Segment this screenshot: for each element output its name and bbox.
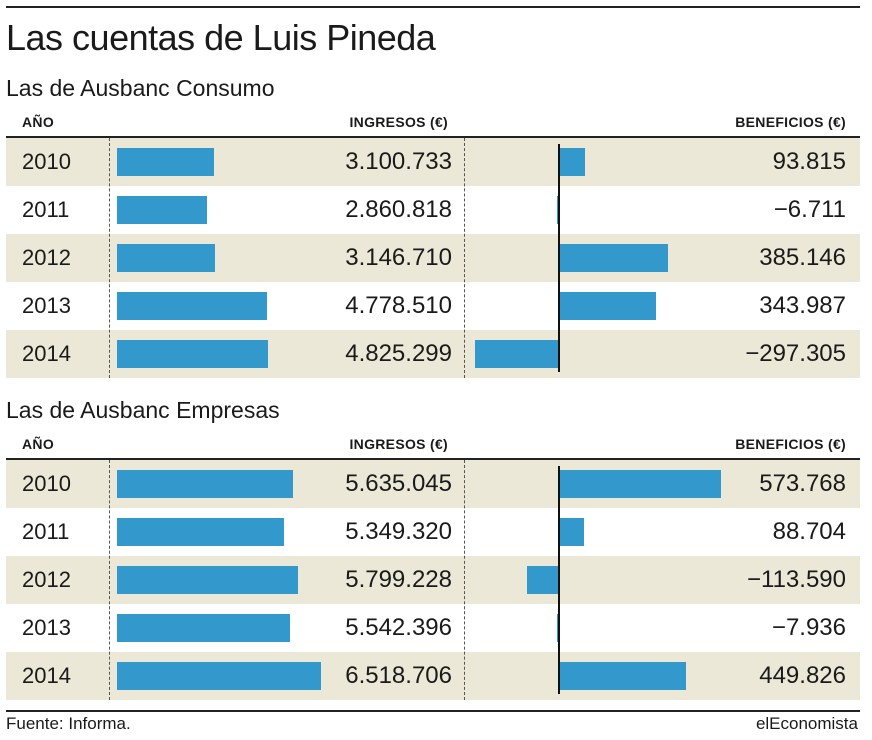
ingresos-value: 5.799.228	[345, 566, 452, 593]
header-rule	[6, 136, 860, 138]
beneficios-bar	[527, 566, 559, 594]
ingresos-bar	[117, 518, 284, 546]
column-header-year: AÑO	[22, 436, 55, 452]
ingresos-bar	[117, 148, 214, 176]
ingresos-bar	[117, 566, 298, 594]
year-label: 2011	[22, 519, 70, 544]
source-note: Fuente: Informa.	[6, 714, 131, 733]
column-divider	[464, 138, 465, 378]
ingresos-bar	[117, 244, 215, 272]
ingresos-value: 4.825.299	[345, 340, 452, 367]
year-label: 2013	[22, 615, 71, 640]
year-label: 2013	[22, 293, 71, 318]
ingresos-bar	[117, 614, 290, 642]
table-row: 2011 2.860.818 −6.711	[6, 186, 860, 234]
section-title: Las de Ausbanc Consumo	[6, 75, 275, 101]
column-header-ingresos: INGRESOS (€)	[349, 114, 448, 130]
year-label: 2014	[22, 341, 71, 366]
beneficios-value: 449.826	[759, 662, 846, 689]
year-divider	[109, 460, 110, 700]
beneficios-zero-axis	[558, 466, 560, 694]
ingresos-value: 5.349.320	[345, 518, 452, 545]
table-row: 2010 3.100.733 93.815	[6, 138, 860, 186]
column-divider	[464, 460, 465, 700]
year-divider	[109, 138, 110, 378]
beneficios-value: −297.305	[745, 340, 846, 367]
beneficios-value: 88.704	[772, 518, 846, 545]
year-label: 2011	[22, 197, 70, 222]
table-row: 2011 5.349.320 88.704	[6, 508, 860, 556]
header-rule	[6, 458, 860, 460]
beneficios-value: −113.590	[747, 566, 846, 593]
beneficios-value: 343.987	[759, 292, 846, 319]
table-row: 2010 5.635.045 573.768	[6, 460, 860, 508]
ingresos-value: 5.635.045	[345, 470, 452, 497]
beneficios-bar	[559, 518, 584, 546]
table-section: Las de Ausbanc Consumo AÑO INGRESOS (€) BEN…	[0, 72, 872, 392]
ingresos-value: 3.100.733	[345, 148, 452, 175]
ingresos-bar	[117, 340, 268, 368]
year-label: 2012	[22, 245, 71, 270]
beneficios-value: 573.768	[759, 470, 846, 497]
year-label: 2010	[22, 149, 71, 174]
brand-name: elEconomista	[755, 714, 858, 733]
beneficios-bar	[559, 662, 686, 690]
beneficios-value: −6.711	[773, 196, 846, 223]
ingresos-value: 5.542.396	[345, 614, 452, 641]
year-label: 2010	[22, 471, 71, 496]
column-header-beneficios: BENEFICIOS (€)	[735, 436, 846, 452]
ingresos-bar	[117, 196, 207, 224]
ingresos-bar	[117, 292, 267, 320]
table-row: 2013 5.542.396 −7.936	[6, 604, 860, 652]
top-rule	[6, 6, 860, 8]
table-row: 2014 6.518.706 449.826	[6, 652, 860, 700]
beneficios-bar	[559, 148, 585, 176]
table-row: 2012 3.146.710 385.146	[6, 234, 860, 282]
beneficios-value: 93.815	[772, 148, 846, 175]
beneficios-bar	[559, 244, 668, 272]
year-label: 2012	[22, 567, 71, 592]
ingresos-bar	[117, 662, 321, 690]
column-header-beneficios: BENEFICIOS (€)	[735, 114, 846, 130]
table-section: Las de Ausbanc Empresas AÑO INGRESOS (€) BE…	[0, 394, 872, 714]
beneficios-zero-axis	[558, 144, 560, 372]
ingresos-value: 4.778.510	[345, 292, 452, 319]
section-title: Las de Ausbanc Empresas	[6, 397, 280, 423]
beneficios-value: −7.936	[771, 614, 846, 641]
page-title: Las cuentas de Luis Pineda	[6, 17, 436, 58]
beneficios-bar	[475, 340, 559, 368]
footer-rule	[6, 710, 860, 712]
ingresos-value: 3.146.710	[345, 244, 452, 271]
table-row: 2013 4.778.510 343.987	[6, 282, 860, 330]
beneficios-bar	[559, 292, 656, 320]
table-row: 2014 4.825.299 −297.305	[6, 330, 860, 378]
ingresos-value: 2.860.818	[345, 196, 452, 223]
beneficios-bar	[559, 470, 721, 498]
ingresos-bar	[117, 470, 293, 498]
column-header-year: AÑO	[22, 114, 55, 130]
year-label: 2014	[22, 663, 71, 688]
ingresos-value: 6.518.706	[345, 662, 452, 689]
table-row: 2012 5.799.228 −113.590	[6, 556, 860, 604]
beneficios-value: 385.146	[759, 244, 846, 271]
column-header-ingresos: INGRESOS (€)	[349, 436, 448, 452]
